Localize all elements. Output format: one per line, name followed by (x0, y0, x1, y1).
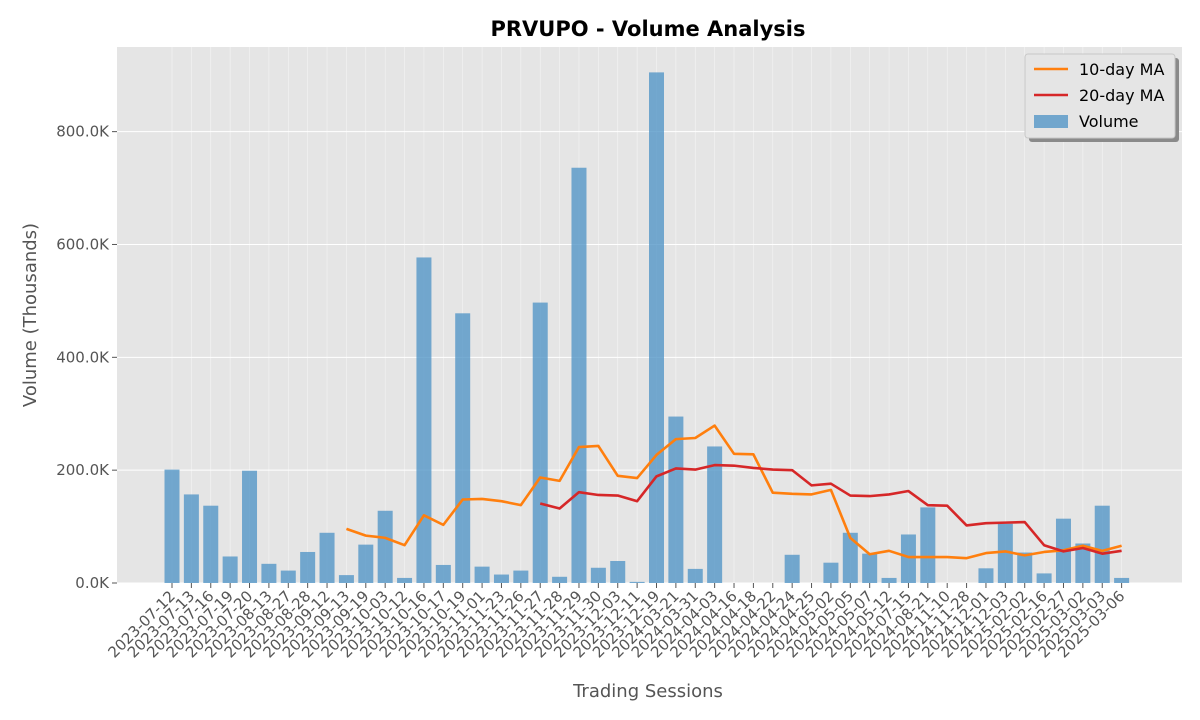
volume-bar (629, 581, 645, 583)
y-tick-label: 200.0K (56, 461, 110, 479)
volume-bar (1114, 577, 1130, 583)
y-tick-label: 600.0K (56, 235, 110, 253)
volume-bar (493, 574, 509, 583)
volume-bar (784, 554, 800, 583)
y-tick-label: 0.0K (75, 574, 110, 592)
legend: 10-day MA 20-day MA Volume (1024, 53, 1179, 142)
volume-bar (687, 568, 703, 583)
volume-bar (183, 494, 199, 583)
volume-bar (358, 544, 374, 583)
y-axis-label: Volume (Thousands) (20, 223, 41, 407)
y-axis-ticks: 0.0K 200.0K 400.0K 600.0K 800.0K (56, 123, 117, 592)
volume-bar (416, 257, 432, 583)
volume-bar (1036, 573, 1052, 583)
volume-bar (571, 167, 587, 583)
volume-bar (222, 556, 238, 583)
volume-bar (668, 416, 684, 583)
legend-label-volume: Volume (1079, 112, 1139, 131)
legend-label-10-day-ma: 10-day MA (1079, 60, 1164, 79)
volume-bar (823, 562, 839, 583)
volume-bar (513, 570, 529, 583)
volume-bar (319, 532, 335, 583)
volume-bar (920, 507, 936, 583)
volume-bar (377, 510, 393, 583)
y-tick-label: 800.0K (56, 123, 110, 141)
volume-bar (397, 577, 413, 583)
volume-bar (455, 313, 471, 583)
volume-bar (164, 469, 180, 583)
volume-bar (862, 553, 878, 583)
volume-bar (552, 576, 568, 583)
volume-bar (978, 568, 994, 583)
series-line-20-day-ma (539, 463, 1122, 555)
volume-bar (242, 470, 258, 583)
volume-bar (707, 446, 723, 583)
volume-bar (300, 551, 316, 583)
volume-bar (338, 575, 354, 583)
series-line-10-day-ma (345, 424, 1122, 560)
volume-bar (842, 532, 858, 583)
volume-bar (435, 564, 451, 583)
x-axis-label: Trading Sessions (572, 681, 723, 702)
volume-bar (590, 567, 606, 583)
volume-bar (203, 505, 219, 583)
x-axis-ticks: 2023-07-122023-07-132023-07-162023-07-19… (104, 583, 1128, 661)
grid-lines (117, 47, 1182, 584)
volume-bar (261, 563, 277, 583)
volume-bar (280, 570, 296, 583)
volume-bar (1017, 552, 1033, 583)
volume-bar (649, 72, 664, 584)
volume-bar (532, 302, 548, 583)
ma-lines (345, 424, 1122, 560)
legend-label-20-day-ma: 20-day MA (1079, 86, 1164, 105)
volume-bar (881, 577, 897, 583)
volume-bar (1094, 505, 1110, 583)
y-tick-label: 400.0K (56, 348, 110, 366)
legend-swatch-volume (1034, 115, 1068, 128)
volume-bar (474, 566, 490, 583)
volume-bars (164, 72, 1130, 584)
volume-bar (997, 523, 1013, 583)
chart-title: PRVUPO - Volume Analysis (490, 17, 805, 41)
volume-bar (900, 534, 916, 583)
volume-bar (610, 560, 626, 583)
volume-bar (1075, 543, 1091, 583)
